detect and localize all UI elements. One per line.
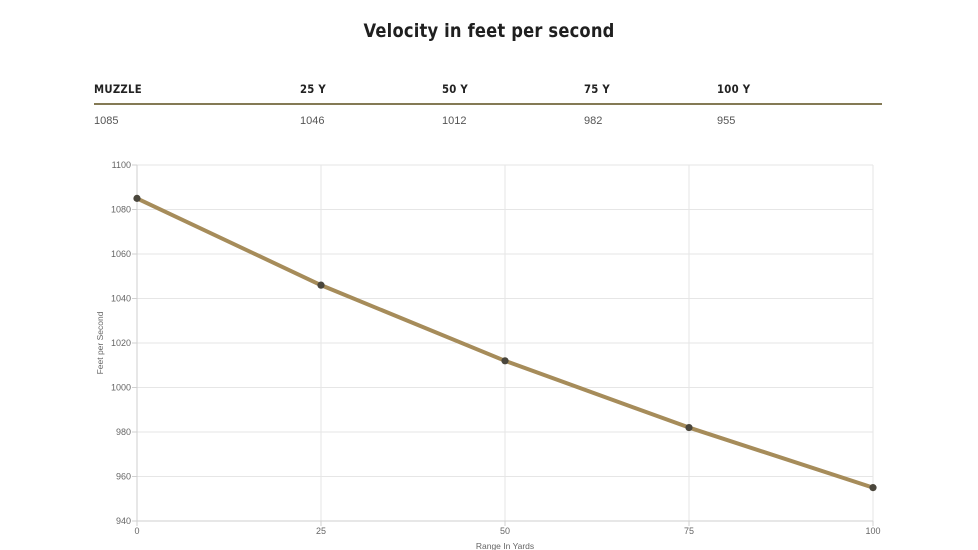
data-point [317,281,325,289]
x-tick-label: 100 [865,526,880,536]
header-75y: 75 Y [584,82,611,96]
value-25y: 1046 [300,115,325,127]
y-tick-label: 1040 [111,294,131,304]
y-axis-label: Feet per Second [95,311,105,374]
chart-ticks: 940 960 980 1000 1020 1040 1060 1080 1100 0 25 50 75… [111,160,881,536]
header-muzzle: MUZZLE [94,82,142,96]
x-tick-label: 75 [684,526,694,536]
header-25y: 25 Y [300,82,327,96]
velocity-table: MUZZLE 25 Y 50 Y 75 Y 100 Y 1085 1046 10… [94,80,882,133]
value-100y: 955 [717,115,736,127]
value-75y: 982 [584,115,603,127]
data-point [501,357,509,365]
y-tick-label: 1080 [111,205,131,215]
chart-title: Velocity in feet per second [363,20,615,42]
table-row: 1085 1046 1012 982 955 [94,105,882,133]
y-tick-label: 960 [116,472,131,482]
table-header-row: MUZZLE 25 Y 50 Y 75 Y 100 Y [94,80,882,105]
y-tick-label: 1100 [112,160,131,170]
chart-series [133,194,877,492]
header-100y: 100 Y [717,82,751,96]
value-50y: 1012 [442,115,467,127]
y-tick-label: 940 [116,516,131,526]
x-tick-label: 0 [134,526,139,536]
chart-axis-labels: Range In Yards Feet per Second [95,311,534,550]
y-tick-label: 1020 [111,338,131,348]
x-tick-label: 25 [316,526,326,536]
y-tick-label: 1060 [111,249,131,259]
data-point [685,423,693,432]
y-tick-label: 980 [116,427,131,437]
y-tick-label: 1000 [111,383,131,393]
x-axis-label: Range In Yards [476,541,534,550]
data-point [869,484,877,492]
x-tick-label: 50 [500,526,510,536]
header-50y: 50 Y [442,82,469,96]
chart-grid [136,164,874,522]
value-muzzle: 1085 [94,115,119,127]
data-point [133,194,141,202]
